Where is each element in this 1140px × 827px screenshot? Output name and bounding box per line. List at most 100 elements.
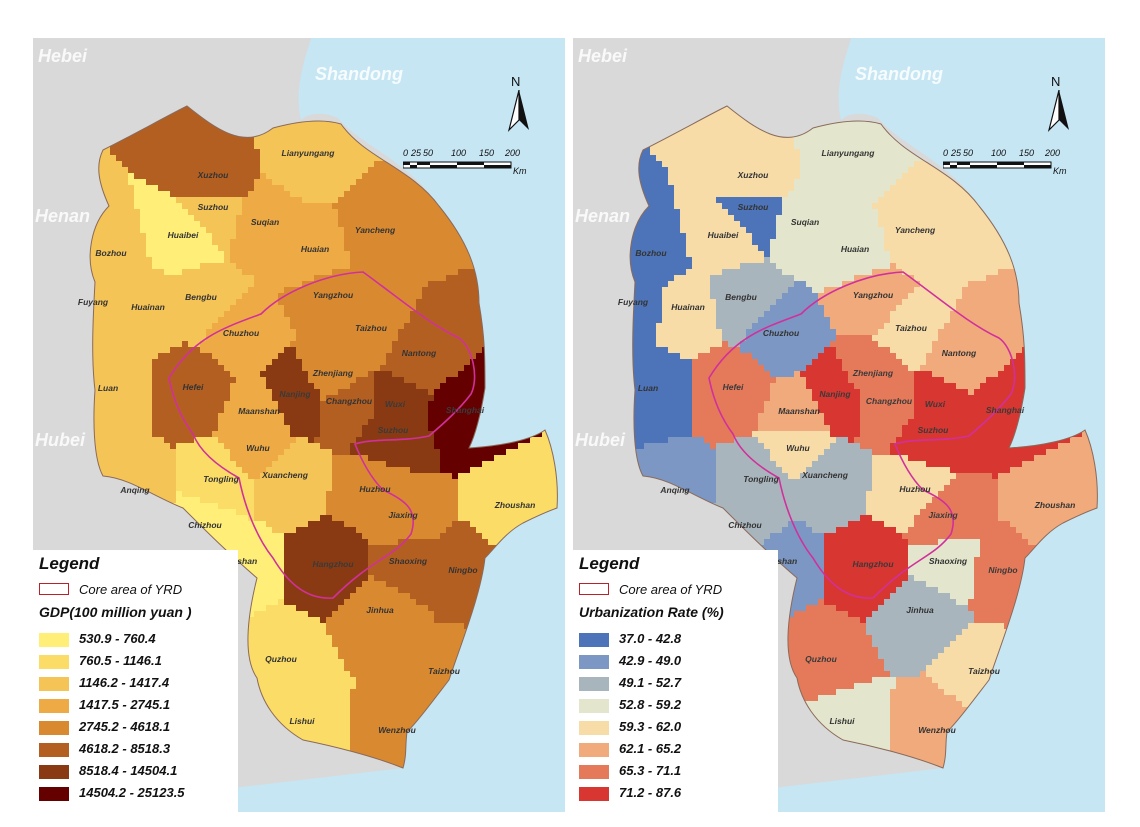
city-cell-suzhou bbox=[416, 425, 423, 432]
city-cell-lianyungang bbox=[332, 179, 339, 186]
city-cell-lianyungang bbox=[254, 143, 261, 150]
city-cell-nantong bbox=[452, 323, 459, 330]
city-cell-xuzhou bbox=[158, 137, 165, 144]
city-cell-xuzhou bbox=[212, 185, 219, 192]
city-cell-taizhou bbox=[362, 341, 369, 348]
city-cell-lianyungang bbox=[290, 155, 297, 162]
city-cell-zhoushan bbox=[548, 455, 555, 462]
city-cell-yancheng bbox=[488, 106, 495, 108]
city-cell-nantong bbox=[488, 281, 495, 288]
city-cell-yancheng bbox=[488, 257, 495, 264]
city-cell-yancheng bbox=[368, 191, 375, 198]
city-cell-huainan bbox=[140, 311, 147, 318]
city-cell-yangzhou bbox=[332, 299, 339, 306]
city-cell-changzhou bbox=[368, 389, 375, 396]
city-cell-yancheng bbox=[452, 95, 458, 101]
city-cell-yancheng bbox=[380, 275, 387, 282]
city-cell-suqian bbox=[248, 245, 255, 252]
city-cell-yancheng bbox=[542, 95, 548, 101]
city-cell-lianyungang bbox=[356, 161, 363, 168]
city-cell-nanjing bbox=[284, 371, 291, 378]
city-cell-suzhou bbox=[206, 209, 213, 216]
city-cell-xuzhou bbox=[152, 173, 159, 180]
city-cell-yangzhou bbox=[296, 287, 303, 294]
city-cell-bengbu bbox=[224, 287, 231, 294]
city-cell-nantong bbox=[404, 341, 411, 348]
city-cell-yangzhou bbox=[362, 275, 369, 282]
city-cell-xuzhou bbox=[254, 173, 261, 180]
city-cell-yancheng bbox=[374, 269, 381, 276]
city-cell-yancheng bbox=[542, 209, 549, 216]
city-cell-bozhou bbox=[116, 233, 123, 240]
city-cell-luan bbox=[92, 419, 99, 426]
city-cell-yancheng bbox=[470, 215, 477, 222]
city-cell-wuhu bbox=[248, 455, 255, 462]
city-cell-lianyungang bbox=[290, 185, 297, 192]
city-cell-zhenjiang bbox=[350, 359, 357, 366]
city-cell-wuxi bbox=[374, 383, 381, 390]
city-cell-suzhou bbox=[206, 215, 213, 222]
city-cell-bozhou bbox=[98, 227, 105, 234]
city-cell-yancheng bbox=[434, 137, 441, 144]
city-cell-yancheng bbox=[548, 149, 555, 156]
city-cell-xuzhou bbox=[122, 149, 129, 156]
city-cell-shanghai bbox=[530, 395, 537, 402]
city-cell-yancheng bbox=[512, 233, 519, 240]
city-cell-hefei bbox=[158, 383, 165, 390]
city-cell-suqian bbox=[266, 185, 273, 192]
city-cell-shanghai bbox=[482, 347, 489, 354]
city-cell-suqian bbox=[248, 233, 255, 240]
city-cell-yancheng bbox=[476, 131, 483, 138]
city-cell-xuzhou bbox=[188, 167, 195, 174]
city-cell-yancheng bbox=[410, 179, 417, 186]
city-cell-yangzhou bbox=[338, 299, 345, 306]
city-cell-tongling bbox=[206, 467, 213, 474]
city-cell-huaian bbox=[308, 263, 315, 270]
city-cell-xuzhou bbox=[194, 125, 201, 132]
city-cell-taizhou bbox=[350, 347, 357, 354]
city-cell-nantong bbox=[440, 377, 447, 384]
city-cell-lianyungang bbox=[272, 125, 279, 132]
city-cell-huaibei bbox=[200, 227, 207, 234]
city-cell-yancheng bbox=[536, 125, 543, 132]
city-cell-nanjing bbox=[284, 383, 291, 390]
city-cell-suzhou bbox=[386, 449, 393, 456]
city-cell-xuzhou bbox=[152, 137, 159, 144]
city-cell-bengbu bbox=[188, 293, 195, 300]
city-cell-yancheng bbox=[530, 227, 537, 234]
city-cell-maanshan bbox=[224, 413, 231, 420]
city-cell-nantong bbox=[440, 311, 447, 318]
city-cell-wuhu bbox=[272, 437, 279, 444]
city-cell-huaian bbox=[278, 287, 285, 294]
city-cell-bengbu bbox=[200, 323, 207, 330]
city-cell-chuzhou bbox=[248, 293, 255, 300]
city-cell-changzhou bbox=[326, 407, 333, 414]
city-cell-zhenjiang bbox=[320, 359, 327, 366]
city-cell-maanshan bbox=[266, 395, 273, 402]
city-cell-huainan bbox=[158, 317, 165, 324]
city-cell-nantong bbox=[428, 335, 435, 342]
city-cell-changzhou bbox=[326, 395, 333, 402]
city-cell-bozhou bbox=[140, 263, 147, 270]
city-cell-xuzhou bbox=[194, 179, 201, 186]
city-cell-xuzhou bbox=[224, 167, 231, 174]
city-cell-nantong bbox=[548, 245, 555, 252]
city-cell-taizhou bbox=[392, 323, 399, 330]
city-cell-xuzhou bbox=[176, 185, 183, 192]
city-cell-yancheng bbox=[446, 251, 453, 258]
city-cell-nantong bbox=[488, 269, 495, 276]
city-cell-xuzhou bbox=[200, 173, 207, 180]
city-cell-huainan bbox=[128, 341, 135, 348]
city-cell-fuyang bbox=[116, 287, 123, 294]
city-cell-yancheng bbox=[494, 131, 501, 138]
city-cell-nantong bbox=[434, 359, 441, 366]
city-cell-huainan bbox=[152, 293, 159, 300]
city-cell-zhenjiang bbox=[302, 341, 309, 348]
city-cell-zhenjiang bbox=[326, 341, 333, 348]
city-cell-huaibei bbox=[176, 227, 183, 234]
city-cell-suqian bbox=[284, 227, 291, 234]
city-cell-luan bbox=[140, 359, 147, 366]
city-cell-maanshan bbox=[254, 389, 261, 396]
city-cell-lianyungang bbox=[284, 161, 291, 168]
city-cell-yancheng bbox=[500, 125, 507, 132]
